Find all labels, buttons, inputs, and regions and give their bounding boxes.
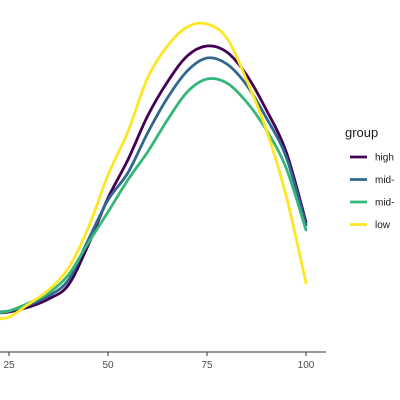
legend: group high mid-mid-low (345, 125, 394, 231)
x-axis-ticks: 25 50 75 100 (3, 352, 315, 371)
x-tick-label: 100 (298, 360, 315, 371)
series-lines (0, 21, 308, 321)
legend-label-1: mid- (375, 175, 394, 186)
x-tick-label: 25 (3, 360, 15, 371)
legend-label-3: low (375, 220, 391, 231)
series-line-0 (0, 44, 308, 315)
legend-label-0: high (375, 153, 394, 164)
series-line-3 (0, 21, 308, 321)
x-tick-label: 75 (201, 360, 213, 371)
x-tick-label: 50 (102, 360, 114, 371)
legend-title: group (345, 125, 378, 140)
legend-label-2: mid- (375, 198, 394, 209)
